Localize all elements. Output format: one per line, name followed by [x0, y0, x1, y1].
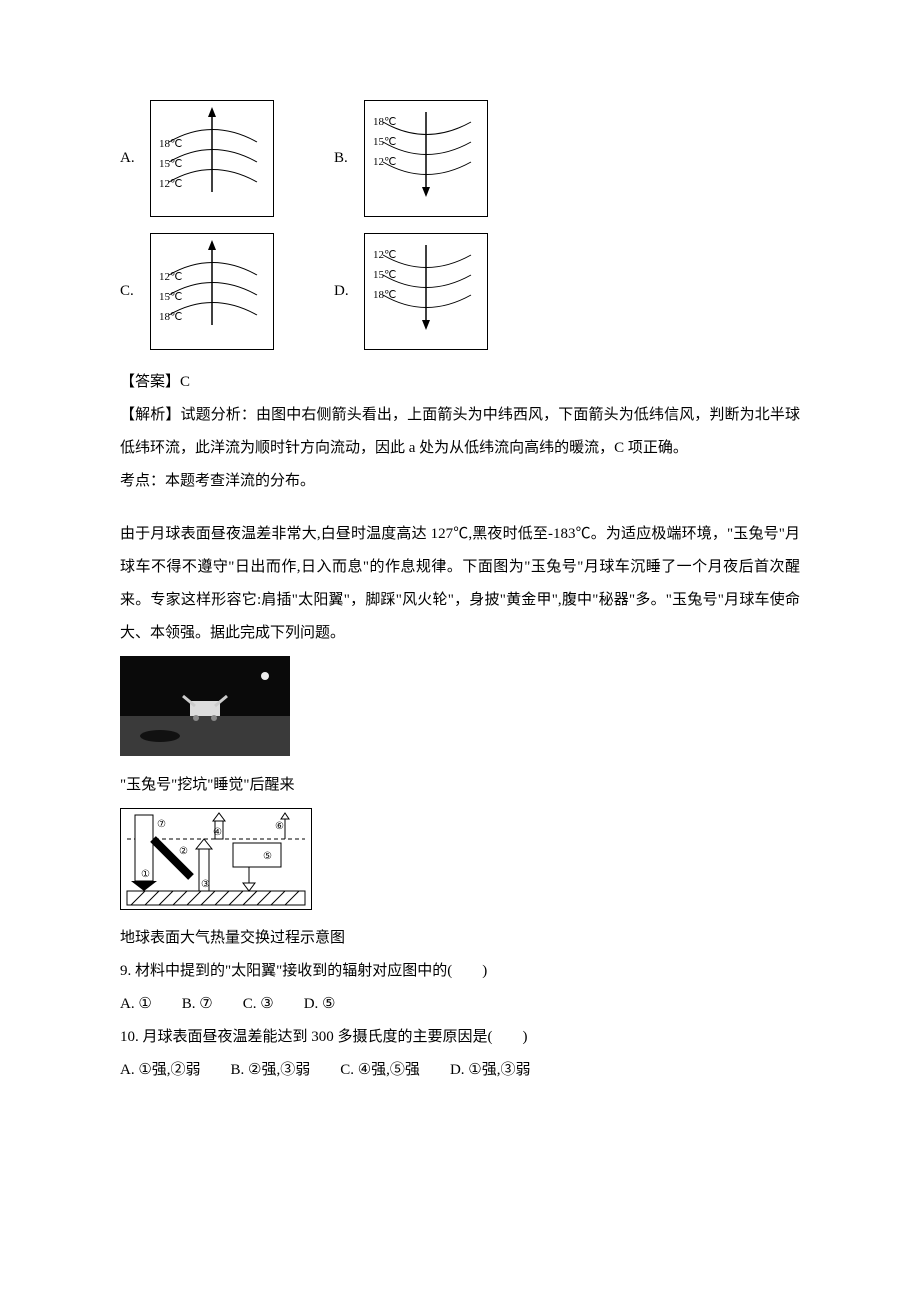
- caption1-text: "玉兔号"挖坑"睡觉"后醒来: [120, 769, 800, 802]
- option-d-label: D.: [334, 275, 364, 308]
- svg-text:18℃: 18℃: [159, 138, 182, 150]
- ocean-current-icon: 12℃ 15℃ 18℃: [371, 240, 481, 330]
- heat-exchange-icon: ⑦ ① ② ③ ④ ⑤ ⑥: [121, 809, 311, 909]
- svg-text:18℃: 18℃: [373, 116, 396, 128]
- q10-stem: 10. 月球表面昼夜温差能达到 300 多摄氏度的主要原因是( ): [120, 1021, 800, 1054]
- svg-text:15℃: 15℃: [159, 158, 182, 170]
- q10-option-c: C. ④强,⑤强: [340, 1054, 420, 1087]
- svg-text:⑦: ⑦: [157, 819, 166, 830]
- option-a-label: A.: [120, 142, 150, 175]
- q9-option-b: B. ⑦: [182, 988, 213, 1021]
- q9-options: A. ① B. ⑦ C. ③ D. ⑤: [120, 988, 800, 1021]
- svg-text:12℃: 12℃: [373, 156, 396, 168]
- svg-text:②: ②: [179, 846, 188, 857]
- option-b-figure: 18℃ 15℃ 12℃: [364, 100, 488, 217]
- svg-text:⑤: ⑤: [263, 851, 272, 862]
- ocean-current-icon: 12℃ 15℃ 18℃: [157, 240, 267, 330]
- svg-text:15℃: 15℃: [159, 291, 182, 303]
- svg-text:12℃: 12℃: [159, 271, 182, 283]
- svg-text:15℃: 15℃: [373, 269, 396, 281]
- q9-option-d: D. ⑤: [304, 988, 336, 1021]
- rover-photo: [120, 656, 290, 756]
- ocean-current-icon: 18℃ 15℃ 12℃: [157, 107, 267, 197]
- q10-options: A. ①强,②弱 B. ②强,③弱 C. ④强,⑤强 D. ①强,③弱: [120, 1054, 800, 1087]
- option-c-label: C.: [120, 275, 150, 308]
- option-c-figure: 12℃ 15℃ 18℃: [150, 233, 274, 350]
- option-row-ab: A. 18℃ 15℃ 12℃ B.: [120, 100, 800, 217]
- page-content: A. 18℃ 15℃ 12℃ B.: [0, 0, 920, 1302]
- option-a-figure: 18℃ 15℃ 12℃: [150, 100, 274, 217]
- q9-option-c: C. ③: [243, 988, 274, 1021]
- analysis-text: 【解析】试题分析：由图中右侧箭头看出，上面箭头为中纬西风，下面箭头为低纬信风，判…: [120, 399, 800, 465]
- svg-text:12℃: 12℃: [159, 178, 182, 190]
- svg-text:12℃: 12℃: [373, 249, 396, 261]
- option-b-label: B.: [334, 142, 364, 175]
- ocean-current-icon: 18℃ 15℃ 12℃: [371, 107, 481, 197]
- q10-option-a: A. ①强,②弱: [120, 1054, 201, 1087]
- svg-text:18℃: 18℃: [373, 289, 396, 301]
- q10-option-d: D. ①强,③弱: [450, 1054, 531, 1087]
- svg-text:15℃: 15℃: [373, 136, 396, 148]
- answer-text: 【答案】C: [120, 366, 800, 399]
- heat-exchange-diagram: ⑦ ① ② ③ ④ ⑤ ⑥: [120, 808, 312, 910]
- svg-text:④: ④: [213, 827, 222, 838]
- svg-text:⑥: ⑥: [275, 821, 284, 832]
- caption2-text: 地球表面大气热量交换过程示意图: [120, 922, 800, 955]
- q9-option-a: A. ①: [120, 988, 152, 1021]
- passage-text: 由于月球表面昼夜温差非常大,白昼时温度高达 127℃,黑夜时低至-183℃。为适…: [120, 518, 800, 650]
- svg-text:18℃: 18℃: [159, 311, 182, 323]
- svg-text:③: ③: [201, 879, 210, 890]
- q10-option-b: B. ②强,③弱: [231, 1054, 311, 1087]
- option-d-figure: 12℃ 15℃ 18℃: [364, 233, 488, 350]
- option-row-cd: C. 12℃ 15℃ 18℃ D.: [120, 233, 800, 350]
- rover-image-icon: [120, 656, 290, 756]
- kaodian-text: 考点：本题考查洋流的分布。: [120, 465, 800, 498]
- q9-stem: 9. 材料中提到的"太阳翼"接收到的辐射对应图中的( ): [120, 955, 800, 988]
- svg-text:①: ①: [141, 869, 150, 880]
- spacer: [120, 498, 800, 518]
